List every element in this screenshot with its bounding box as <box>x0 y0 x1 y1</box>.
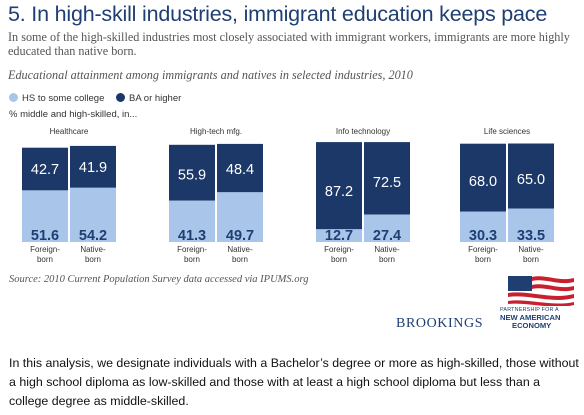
bar-segment-ba <box>169 144 215 201</box>
chart-title: 5. In high-skill industries, immigrant e… <box>8 2 548 26</box>
category-label-line1: Native- <box>518 245 544 254</box>
bar-value-ba: 68.0 <box>469 174 497 190</box>
bar-segment-hs <box>22 190 68 242</box>
category-label-line1: Foreign- <box>177 245 207 254</box>
nae-line-1: NEW AMERICAN <box>500 313 561 322</box>
bar-segment-ba <box>70 145 116 188</box>
category-label-line1: Native- <box>227 245 253 254</box>
legend-swatch-ba <box>116 93 125 102</box>
bar-segment-hs <box>364 214 410 242</box>
category-label-line1: Native- <box>374 245 400 254</box>
bar-value-hs: 33.5 <box>517 228 545 244</box>
industry-label: Healthcare <box>50 127 89 136</box>
bar-value-hs: 27.4 <box>373 228 401 244</box>
bar-value-ba: 55.9 <box>178 167 206 183</box>
brookings-logo: BROOKINGS PARTNERSHIP FOR A NEW AMERICAN… <box>396 276 580 334</box>
bar-value-hs: 30.3 <box>469 228 497 244</box>
y-axis-unit: % middle and high-skilled, in... <box>9 109 138 120</box>
brookings-wordmark: BROOKINGS <box>396 316 484 331</box>
legend-label-hs: HS to some college <box>22 93 105 104</box>
bar-value-ba: 65.0 <box>517 172 545 188</box>
legend-swatch-hs <box>9 93 18 102</box>
bar-value-hs: 54.2 <box>79 228 107 244</box>
category-label-line2: born <box>523 255 539 264</box>
bar-segment-ba <box>316 142 362 230</box>
bar-value-ba: 87.2 <box>325 184 353 200</box>
bar-segment-hs <box>217 192 263 242</box>
new-american-economy-wordmark: NEW AMERICAN ECONOMY <box>500 314 580 330</box>
bar-segment-ba <box>22 147 68 191</box>
category-label-line1: Native- <box>80 245 106 254</box>
bar-value-hs: 12.7 <box>325 228 353 244</box>
bar-value-hs: 51.6 <box>31 228 59 244</box>
bar-segment-ba <box>460 143 506 212</box>
industry-label: Life sciences <box>484 127 530 136</box>
stacked-bar-chart: Healthcare42.751.6Foreign-born41.954.2Na… <box>22 127 554 264</box>
bar-value-hs: 41.3 <box>178 228 206 244</box>
bar-value-ba: 41.9 <box>79 160 107 176</box>
category-label-line2: born <box>232 255 248 264</box>
bar-segment-hs <box>316 229 362 242</box>
category-label-line2: born <box>379 255 395 264</box>
bar-segment-ba <box>217 143 263 193</box>
industry-label: High-tech mfg. <box>190 127 242 136</box>
bar-segment-hs <box>508 208 554 242</box>
category-label-line2: born <box>475 255 491 264</box>
panel-description: Educational attainment among immigrants … <box>8 68 413 82</box>
bar-segment-hs <box>460 211 506 242</box>
bar-segment-ba <box>508 143 554 209</box>
bar-value-ba: 48.4 <box>226 162 254 178</box>
bar-segment-hs <box>70 187 116 242</box>
category-label-line2: born <box>184 255 200 264</box>
bar-value-hs: 49.7 <box>226 228 254 244</box>
nae-line-2: ECONOMY <box>512 321 552 330</box>
category-label-line1: Foreign- <box>324 245 354 254</box>
category-label-line1: Foreign- <box>468 245 498 254</box>
legend-item-hs: HS to some college <box>9 93 104 104</box>
bar-segment-hs <box>169 200 215 242</box>
legend-item-ba: BA or higher <box>116 93 181 104</box>
bar-value-ba: 42.7 <box>31 162 59 178</box>
source-note: Source: 2010 Current Population Survey d… <box>9 274 309 285</box>
category-label-line1: Foreign- <box>30 245 60 254</box>
legend-label-ba: BA or higher <box>129 93 182 104</box>
bar-value-ba: 72.5 <box>373 175 401 191</box>
category-label-line2: born <box>331 255 347 264</box>
category-label-line2: born <box>85 255 101 264</box>
article-note-text: In this analysis, we designate individua… <box>9 356 579 408</box>
chart-subtitle: In some of the high-skilled industries m… <box>8 30 570 58</box>
partnership-line: PARTNERSHIP FOR A <box>500 307 559 313</box>
industry-label: Info technology <box>336 127 390 136</box>
category-label-line2: born <box>37 255 53 264</box>
article-note: In this analysis, we designate individua… <box>0 339 584 415</box>
flag-icon <box>508 276 574 306</box>
bar-segment-ba <box>364 142 410 215</box>
